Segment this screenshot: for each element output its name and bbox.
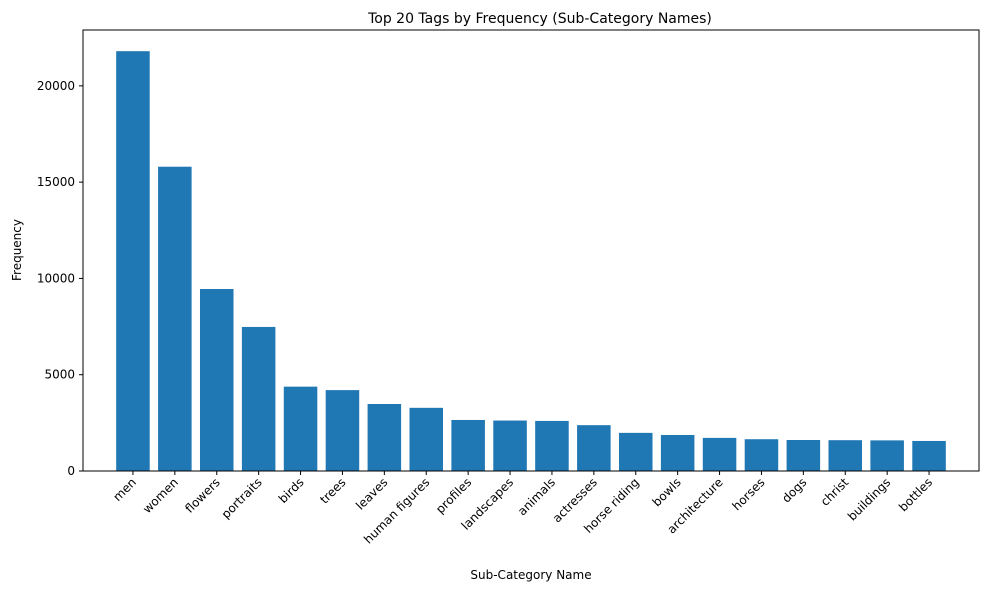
bar-leaves bbox=[367, 403, 402, 471]
x-tick-label: christ bbox=[818, 475, 852, 509]
bar-men bbox=[116, 51, 150, 471]
y-axis-label: Frequency bbox=[10, 219, 24, 281]
x-tick-label: animals bbox=[515, 475, 558, 518]
bar-women bbox=[158, 166, 192, 472]
x-tick-label: dogs bbox=[779, 475, 809, 505]
bar-dogs bbox=[786, 439, 821, 471]
bar-buildings bbox=[870, 440, 904, 471]
y-axis: 0 5000 10000 15000 20000 bbox=[37, 79, 83, 478]
x-tick-label: men bbox=[110, 475, 139, 504]
bar-horses bbox=[744, 439, 779, 471]
x-tick-label: bottles bbox=[896, 475, 935, 514]
bar-trees bbox=[325, 390, 360, 471]
bar-horse-riding bbox=[618, 432, 653, 471]
x-tick-label: portraits bbox=[219, 475, 265, 521]
x-tick-label: horses bbox=[730, 475, 768, 513]
y-tick-label: 20000 bbox=[37, 79, 75, 93]
x-tick-label: trees bbox=[317, 475, 348, 506]
bar-christ bbox=[828, 440, 863, 471]
bar-architecture bbox=[702, 437, 737, 471]
bar-birds bbox=[283, 386, 318, 471]
plot-area bbox=[116, 51, 946, 472]
bar-profiles bbox=[451, 419, 485, 471]
bar-bottles bbox=[912, 440, 946, 471]
chart-title: Top 20 Tags by Frequency (Sub-Category N… bbox=[367, 11, 712, 27]
x-tick-label: leaves bbox=[353, 475, 390, 512]
bar-portraits bbox=[241, 326, 276, 471]
y-tick-label: 5000 bbox=[44, 368, 75, 382]
bar-flowers bbox=[199, 289, 234, 471]
y-tick-label: 15000 bbox=[37, 175, 75, 189]
x-tick-label: flowers bbox=[182, 475, 223, 516]
bar-bowls bbox=[660, 434, 695, 471]
x-tick-label: women bbox=[140, 475, 181, 516]
bar-actresses bbox=[577, 425, 611, 471]
x-tick-label: birds bbox=[276, 475, 307, 506]
x-tick-label: profiles bbox=[433, 475, 474, 516]
bar-animals bbox=[535, 420, 569, 471]
bar-landscapes bbox=[493, 420, 527, 471]
y-tick-label: 0 bbox=[67, 464, 75, 478]
y-tick-label: 10000 bbox=[37, 271, 75, 285]
x-tick-label: buildings bbox=[845, 475, 893, 523]
bar-human-figures bbox=[409, 407, 444, 471]
x-axis-label: Sub-Category Name bbox=[470, 568, 591, 582]
plot-frame bbox=[82, 29, 980, 472]
x-tick-label: bowls bbox=[650, 475, 684, 509]
